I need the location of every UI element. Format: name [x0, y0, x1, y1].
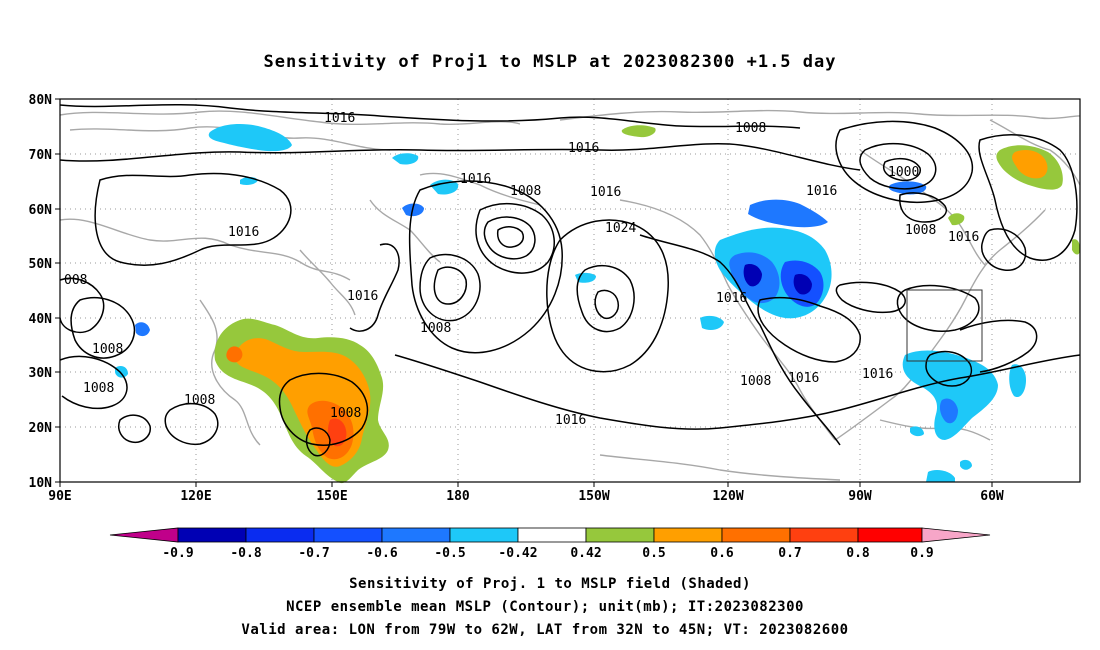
lon-tick-label: 150E [316, 489, 347, 504]
colorbar-segment [449, 527, 519, 543]
contour-label: 1016 [788, 371, 819, 386]
coastlines [59, 109, 1081, 481]
mslp-contours [59, 104, 1081, 457]
lat-tick-label: 10N [29, 476, 53, 491]
colorbar-label: -0.9 [162, 546, 193, 561]
lat-tick-label: 60N [29, 203, 53, 218]
colorbar-segment [177, 527, 247, 543]
contour-label: 1016 [590, 185, 621, 200]
colorbar-label: -0.5 [434, 546, 465, 561]
colorbar-segment [721, 527, 791, 543]
contour-label: 1008 [420, 321, 451, 336]
valid-area-box [906, 289, 983, 362]
lon-tick-label: 180 [446, 489, 470, 504]
lon-tick-label: 120W [712, 489, 743, 504]
lat-tick-label: 30N [29, 366, 53, 381]
colorbar-segment [381, 527, 451, 543]
colorbar-label: 0.5 [642, 546, 665, 561]
colorbar-segment [245, 527, 315, 543]
contour-label: 1008 [83, 381, 114, 396]
colorbar-label: -0.8 [230, 546, 261, 561]
contour-label: 1008 [330, 406, 361, 421]
contour-label: 1008 [735, 121, 766, 136]
colorbar-segment [789, 527, 859, 543]
colorbar-label: 0.42 [570, 546, 601, 561]
colorbar-label: 0.8 [846, 546, 870, 561]
colorbar-label: 0.7 [778, 546, 801, 561]
lon-tick-label: 150W [578, 489, 609, 504]
contour-label: 1016 [568, 141, 599, 156]
colorbar-segment [517, 527, 587, 543]
colorbar-label: -0.42 [498, 546, 537, 561]
lat-tick-label: 70N [29, 148, 53, 163]
colorbar-high-triangle [921, 527, 991, 543]
contour-label: 008 [64, 273, 87, 288]
contour-label: 1008 [510, 184, 541, 199]
lat-tick-label: 50N [29, 257, 53, 272]
colorbar-segment [653, 527, 723, 543]
lon-tick-label: 60W [980, 489, 1004, 504]
colorbar-low-triangle [109, 527, 179, 543]
lat-tick-label: 80N [29, 93, 53, 108]
contour-label: 1016 [347, 289, 378, 304]
map-panel: 1016 1008 1016 1000 1016 1008 1016 1016 … [59, 98, 1081, 484]
caption: Sensitivity of Proj. 1 to MSLP field (Sh… [241, 576, 848, 638]
caption-line-shading: Sensitivity of Proj. 1 to MSLP field (Sh… [349, 576, 751, 592]
colorbar-label: -0.6 [366, 546, 397, 561]
contour-label: 1008 [905, 223, 936, 238]
contour-label: 1016 [716, 291, 747, 306]
lat-tick-label: 40N [29, 312, 53, 327]
contour-label: 1016 [228, 225, 259, 240]
figure-title: Sensitivity of Proj1 to MSLP at 20230823… [264, 52, 837, 72]
colorbar-label: 0.9 [910, 546, 933, 561]
contour-label: 1000 [888, 165, 919, 180]
contour-label: 1024 [605, 221, 636, 236]
contour-label: 1016 [948, 230, 979, 245]
contour-label: 1016 [862, 367, 893, 382]
lat-tick-label: 20N [29, 421, 53, 436]
contour-label: 1016 [324, 111, 355, 126]
lon-tick-label: 120E [180, 489, 211, 504]
sensitivity-shading [115, 124, 1080, 484]
colorbar-segment [313, 527, 383, 543]
caption-line-contour: NCEP ensemble mean MSLP (Contour); unit(… [286, 599, 804, 615]
colorbar-label: -0.7 [298, 546, 329, 561]
contour-label: 1008 [740, 374, 771, 389]
colorbar: -0.9 -0.8 -0.7 -0.6 -0.5 -0.42 0.42 0.5 … [109, 527, 991, 561]
colorbar-label: 0.6 [710, 546, 734, 561]
contour-label: 1016 [806, 184, 837, 199]
contour-label: 1016 [555, 413, 586, 428]
contour-label: 1008 [184, 393, 215, 408]
lon-tick-label: 90E [48, 489, 71, 504]
longitude-axis: 90E 120E 150E 180 150W 120W 90W 60W [48, 482, 1004, 504]
caption-line-valid-area: Valid area: LON from 79W to 62W, LAT fro… [241, 622, 848, 638]
latitude-axis: 80N 70N 60N 50N 40N 30N 20N 10N [29, 93, 60, 491]
colorbar-segment [857, 527, 923, 543]
contour-labels: 1016 1008 1016 1000 1016 1008 1016 1016 … [64, 111, 979, 428]
contour-label: 1008 [92, 342, 123, 357]
lon-tick-label: 90W [848, 489, 872, 504]
contour-label: 1016 [460, 172, 491, 187]
colorbar-segment [585, 527, 655, 543]
